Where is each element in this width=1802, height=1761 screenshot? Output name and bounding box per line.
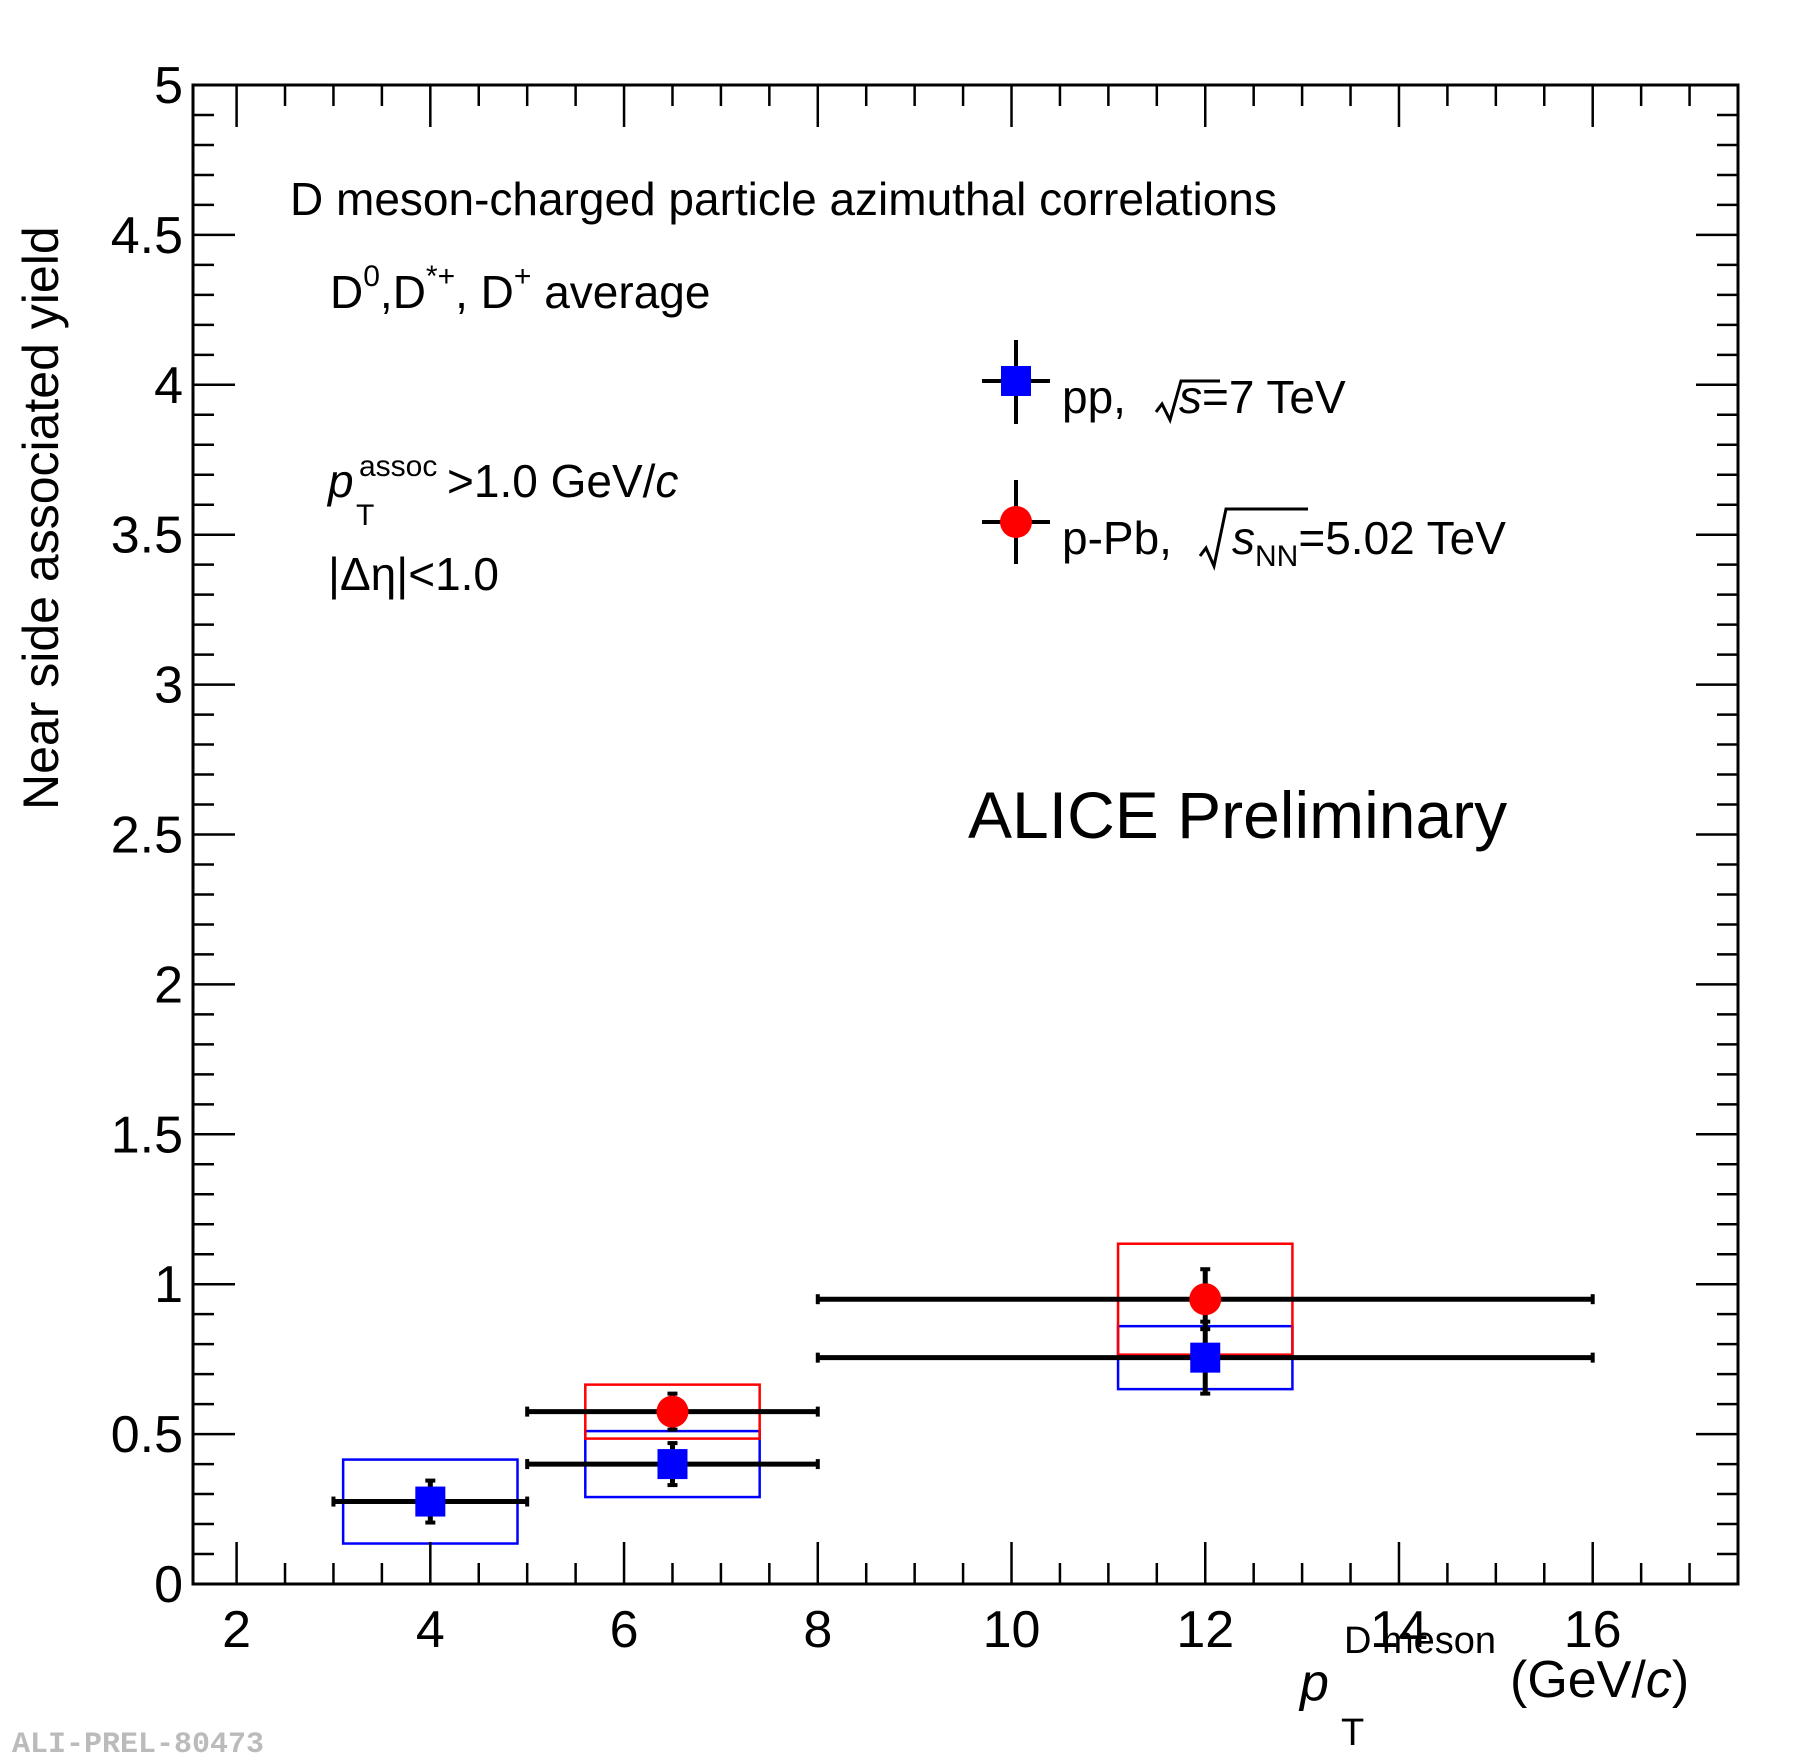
legend-entry-pp: pp, s=7 TeV xyxy=(982,340,1346,425)
plot-frame xyxy=(191,83,1740,1586)
pt-assoc-annotation: p T assoc >1.0 GeV/c xyxy=(326,450,678,532)
x-axis-label-sup: D meson xyxy=(1344,1620,1496,1662)
tick-labels: 2 4 6 8 10 12 14 16 0 0.5 1 1.5 2 2.5 3 3.5 4 4.5 5 xyxy=(111,57,1622,1659)
svg-text:p-Pb,: p-Pb, xyxy=(1062,512,1172,564)
svg-text:>1.0 GeV/c: >1.0 GeV/c xyxy=(447,455,678,507)
data-point-ppb xyxy=(656,1395,689,1428)
legend: pp, s=7 TeV p-Pb, sNN=5.02 TeV xyxy=(982,340,1506,573)
svg-text:p: p xyxy=(326,455,354,507)
systematic-boxes xyxy=(341,1242,1294,1545)
data-markers xyxy=(415,1283,1222,1517)
x-axis-label-p: p xyxy=(1298,1654,1329,1712)
y-tick-label: 1.5 xyxy=(111,1106,183,1164)
data-point-ppb xyxy=(1189,1283,1222,1316)
x-tick-label: 14 xyxy=(1370,1601,1428,1659)
y-tick-label: 2.5 xyxy=(111,807,183,865)
x-axis-label-unit: (GeV/c) xyxy=(1510,1651,1689,1709)
x-axis-label: p T D meson (GeV/c) xyxy=(1298,1620,1689,1754)
x-tick-label: 16 xyxy=(1564,1601,1622,1659)
sqrt-icon xyxy=(1154,379,1220,425)
y-tick-label: 0 xyxy=(154,1556,183,1614)
figure-annotation-title: D meson-charged particle azimuthal corre… xyxy=(290,173,1277,225)
svg-text:T: T xyxy=(356,499,374,532)
y-tick-label: 2 xyxy=(154,956,183,1014)
y-tick-label: 1 xyxy=(154,1256,183,1314)
data-point-pp xyxy=(1190,1342,1221,1373)
x-tick-label: 10 xyxy=(983,1601,1041,1659)
legend-marker-pp xyxy=(1001,366,1031,396)
y-tick-label: 0.5 xyxy=(111,1406,183,1464)
alice-preliminary-label: ALICE Preliminary xyxy=(968,778,1507,852)
legend-marker-ppb xyxy=(1000,506,1032,538)
svg-text:s=7 TeV: s=7 TeV xyxy=(1179,371,1346,423)
data-point-pp xyxy=(415,1486,446,1517)
y-tick-label: 5 xyxy=(154,57,183,115)
y-tick-label: 4.5 xyxy=(111,207,183,265)
x-tick-label: 2 xyxy=(222,1601,251,1659)
y-tick-label: 3 xyxy=(154,657,183,715)
svg-text:pp,: pp, xyxy=(1062,371,1126,423)
species-annotation: D0,D*+, D+ average xyxy=(330,260,710,318)
deta-annotation: |Δη|<1.0 xyxy=(328,548,499,600)
axis-ticks xyxy=(193,83,1738,1586)
sqrt-icon xyxy=(1198,507,1308,571)
x-tick-label: 8 xyxy=(803,1601,832,1659)
y-axis-label: Near side associated yield xyxy=(13,226,69,810)
x-tick-label: 12 xyxy=(1176,1601,1234,1659)
error-bars xyxy=(331,1267,1595,1525)
legend-entry-ppb: p-Pb, sNN=5.02 TeV xyxy=(982,480,1506,573)
x-tick-label: 6 xyxy=(610,1601,639,1659)
svg-text:D0,D*+, D+ average: D0,D*+, D+ average xyxy=(330,260,710,318)
data-point-pp xyxy=(657,1449,688,1480)
x-tick-label: 4 xyxy=(416,1601,445,1659)
figure-id-watermark: ALI-PREL-80473 xyxy=(12,1728,264,1761)
y-tick-label: 3.5 xyxy=(111,507,183,565)
svg-text:assoc: assoc xyxy=(359,450,437,483)
y-tick-label: 4 xyxy=(154,357,183,415)
svg-text:sNN=5.02 TeV: sNN=5.02 TeV xyxy=(1232,512,1506,573)
x-axis-label-sub: T xyxy=(1341,1712,1364,1754)
